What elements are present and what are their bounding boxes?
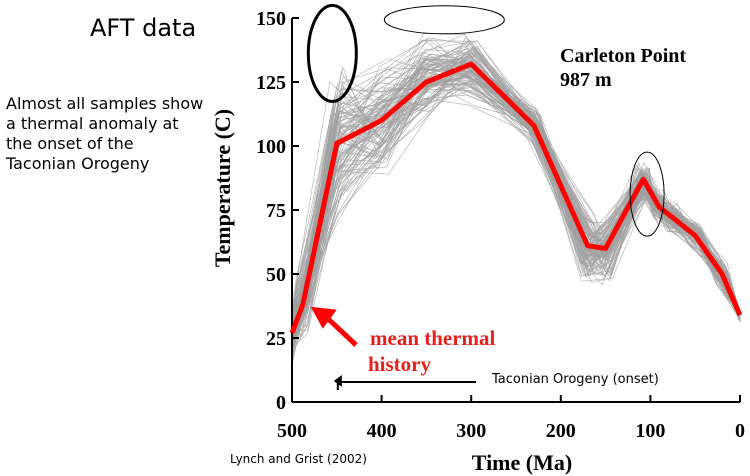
y-axis-label: Temperature (C) (210, 109, 235, 267)
y-tick-label: 0 (276, 392, 286, 414)
sample-path (291, 37, 741, 325)
highlight-ellipse (383, 5, 505, 35)
x-tick-label: 300 (456, 420, 486, 442)
sample-path (291, 50, 741, 334)
sample-path (291, 51, 741, 322)
x-tick-label: 200 (546, 420, 576, 442)
sample-path (291, 66, 741, 325)
mean-arrow-head (310, 306, 337, 329)
orogeny-arrow-head (333, 375, 342, 387)
mean-label-line1: mean thermal (370, 326, 496, 350)
x-axis-label: Time (Ma) (472, 450, 572, 475)
sample-path (291, 64, 741, 316)
chart-marks (289, 3, 743, 390)
sample-path (291, 58, 741, 332)
sample-path (291, 52, 741, 319)
sample-path (291, 38, 741, 315)
sample-path (291, 71, 741, 354)
x-tick-label: 0 (735, 420, 745, 442)
y-tick-label: 150 (256, 8, 286, 30)
sample-path (291, 51, 741, 331)
sample-path (291, 81, 741, 338)
sample-path (291, 56, 741, 349)
sample-path (291, 40, 741, 341)
y-tick-label: 125 (256, 72, 286, 94)
annotation-note: Almost all samples show a thermal anomal… (6, 94, 204, 173)
highlight-ellipse (629, 151, 665, 237)
sample-path (291, 63, 741, 332)
y-tick-label: 25 (266, 328, 286, 350)
sample-path (291, 78, 741, 328)
y-tick-label: 75 (266, 200, 286, 222)
orogeny-label: Taconian Orogeny (onset) (491, 372, 659, 387)
sample-paths (291, 33, 741, 366)
sample-path (291, 80, 741, 338)
y-tick-label: 50 (266, 264, 286, 286)
slide-title: AFT data (90, 14, 197, 42)
mean-arrow-shaft (323, 313, 358, 347)
x-tick-label: 400 (367, 420, 397, 442)
sample-path (291, 48, 741, 314)
sample-path (291, 57, 741, 314)
sample-path (291, 40, 741, 315)
sample-path (291, 47, 741, 317)
sample-path (291, 53, 741, 318)
site-name-label: Carleton Point (560, 45, 686, 67)
mean-thermal-history-line (289, 61, 743, 334)
mean-label-line2: history (368, 352, 432, 376)
sample-path (291, 54, 741, 316)
citation: Lynch and Grist (2002) (230, 452, 367, 466)
axes: 0 25 50 75 100 125 150 500 400 300 200 100 0 Time (Ma… (210, 8, 745, 475)
site-elevation-label: 987 m (560, 69, 612, 91)
sample-path (291, 61, 741, 342)
x-tick-label: 100 (635, 420, 665, 442)
highlight-ellipse (306, 3, 358, 103)
x-tick-label: 500 (277, 420, 307, 442)
y-tick-label: 100 (256, 136, 286, 158)
sample-path (291, 40, 741, 320)
